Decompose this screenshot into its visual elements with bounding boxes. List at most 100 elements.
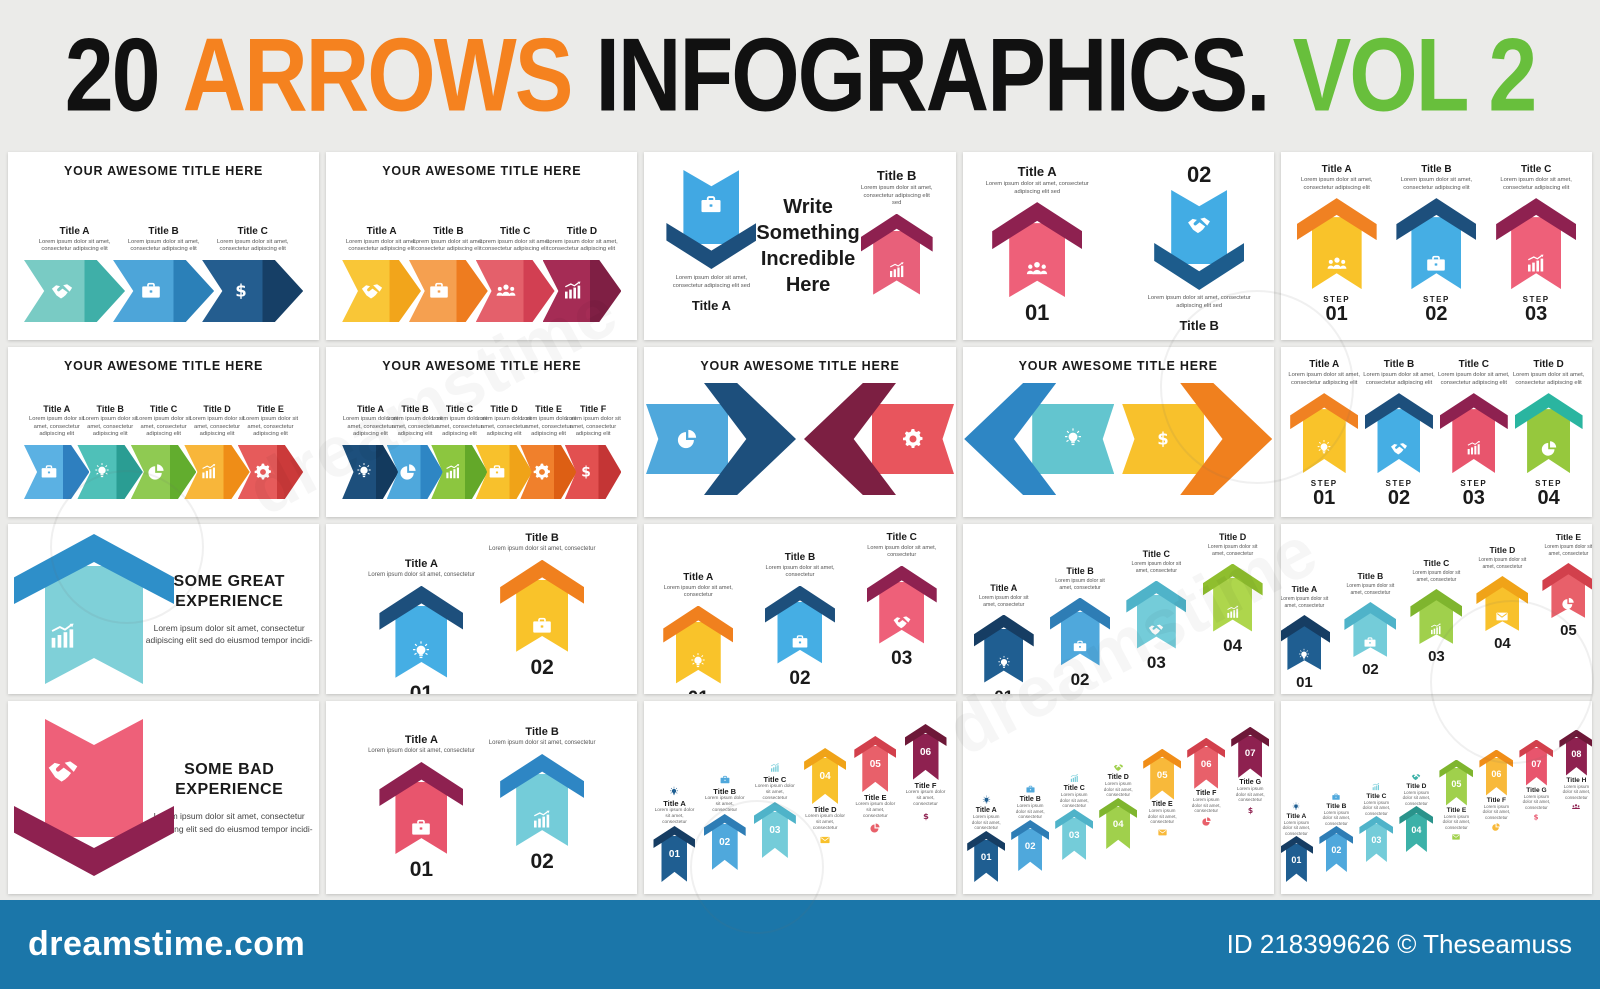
item-desc: Lorem ipsum dolor sit amet, consectetur … [672, 275, 751, 289]
up-arrow [764, 585, 835, 664]
slide-card-13: Title A Lorem ipsum dolor sit amet, cons… [644, 524, 956, 694]
arrows-row: Title A Lorem ipsum dolor sit amet, cons… [332, 180, 631, 336]
item-desc: Lorem ipsum dolor sit amet, consectetur [654, 808, 695, 826]
item-desc: Lorem ipsum dolor sit amet, consectetur [1191, 796, 1221, 814]
briefcase-icon [142, 282, 161, 298]
bulb-icon [1317, 440, 1331, 454]
slide-card-4: Title A Lorem ipsum dolor sit amet, cons… [962, 152, 1274, 340]
up-arrow [14, 534, 174, 684]
up-arrow: 02 [1319, 826, 1354, 872]
briefcase-icon [792, 634, 808, 648]
staggered-row: Title A Lorem ipsum dolor sit amet, cons… [1280, 528, 1592, 694]
envelope-icon [820, 836, 830, 844]
item-number: 03 [1146, 652, 1166, 672]
dollar-icon: $ [235, 282, 246, 301]
pennant-shape [1325, 834, 1347, 872]
envelope-icon [1452, 834, 1461, 840]
slide-title: YOUR AWESOME TITLE HERE [1018, 359, 1218, 373]
slide-card-2: YOUR AWESOME TITLE HERE Title A Lorem ip… [326, 152, 638, 340]
item-title: Title B [525, 532, 559, 544]
arrow-group: $ [1122, 383, 1273, 495]
up-arrow: 06 [1479, 749, 1514, 796]
step-number: 01 [668, 849, 681, 860]
people-icon [1572, 804, 1581, 810]
item-number: 02 [530, 655, 554, 679]
item-title: Title D [566, 225, 598, 237]
item-number: 04 [1494, 635, 1511, 652]
slide-card-19: Title A Lorem ipsum dolor sit amet, cons… [962, 701, 1274, 894]
arrow-item: Title D Lorem ipsum dolor sit amet, cons… [475, 404, 533, 499]
pennant-shape [1365, 824, 1387, 862]
staircase-item: Title C Lorem ipsum dolor sit amet, cons… [1359, 782, 1394, 862]
handshake-icon [1390, 443, 1407, 455]
step-item: Title A Lorem ipsum dolor sit amet, cons… [1287, 359, 1362, 508]
briefcase-icon [430, 282, 448, 298]
item-label-block: Title C Lorem ipsum dolor sit amet, cons… [1359, 782, 1393, 817]
up-arrow: 01 [653, 826, 696, 882]
item-title: Title E [1446, 806, 1467, 814]
item-desc: Lorem ipsum dolor sit amet, consectetur [1103, 780, 1133, 798]
arrow-group [964, 383, 1115, 495]
arrow-item: Title A Lorem ipsum dolor sit amet, cons… [342, 226, 421, 322]
up-arrow [1280, 615, 1331, 670]
staircase-item: 05 Title E Lorem ipsum dolor sit amet, co… [1143, 748, 1182, 838]
staircase-item: 05 Title E Lorem ipsum dolor sit amet, co… [853, 736, 897, 834]
item-title: Title G [1526, 786, 1547, 794]
gear-icon [903, 429, 923, 448]
item-title: Title A [1291, 584, 1318, 594]
item-label-block: Title F Lorem ipsum dolor sit amet, cons… [1187, 789, 1225, 827]
step-item: Title C Lorem ipsum dolor sit amet, cons… [1436, 359, 1511, 508]
svg-text:$: $ [1534, 813, 1539, 821]
item-title: Title B [1179, 318, 1219, 334]
item-title: Title C [1520, 164, 1552, 175]
staggered-row: Title A Lorem ipsum dolor sit amet, cons… [332, 528, 631, 694]
up-arrow [866, 565, 937, 644]
item-title: Title C [1458, 359, 1489, 370]
item-title: Title E [1151, 800, 1173, 808]
step-number: 02 [1024, 841, 1036, 852]
item-title: Title B [784, 552, 816, 563]
item-desc: Lorem ipsum dolor sit amet, consectetur … [520, 416, 577, 438]
item-desc: Lorem ipsum dolor sit amet, consectetur … [38, 238, 111, 253]
staggered-item: Title D Lorem ipsum dolor sit amet, cons… [1201, 532, 1263, 654]
item-desc: Lorem ipsum dolor sit amet, consectetur [488, 740, 596, 747]
step-number: 04 [1411, 825, 1422, 835]
up-down-pair: Title A Lorem ipsum dolor sit amet, cons… [969, 156, 1268, 336]
title-volume: VOL 2 [1292, 16, 1538, 133]
svg-text:$: $ [923, 811, 929, 821]
item-title: Title C [445, 404, 474, 415]
briefcase-icon [1073, 640, 1087, 651]
staircase-item: 05 Title E Lorem ipsum dolor sit amet, co… [1439, 759, 1474, 843]
title-infographics-word: INFOGRAPHICS. [595, 16, 1270, 133]
slide-card-10: Title A Lorem ipsum dolor sit amet, cons… [1280, 347, 1592, 517]
pennant-shape [1485, 757, 1507, 796]
up-arrow [973, 614, 1034, 683]
up-arrow [1514, 393, 1583, 474]
item-label-block: Title E Lorem ipsum dolor sit amet, cons… [1439, 806, 1473, 843]
arrow-group [804, 383, 954, 495]
slides-grid: YOUR AWESOME TITLE HERE Title A Lorem ip… [0, 150, 1600, 900]
up-arrow [1476, 576, 1529, 631]
slide-title: YOUR AWESOME TITLE HERE [382, 164, 582, 178]
up-arrow: 01 [967, 831, 1006, 882]
staircase-item: 07 Title G Lorem ipsum dolor sit amet, co… [1231, 726, 1270, 816]
item-desc: Lorem ipsum dolor sit amet, consectetur [1147, 807, 1177, 825]
item-desc: Lorem ipsum dolor sit amet, consectetur [704, 796, 745, 814]
item-title: Title B [1066, 566, 1094, 576]
item-title: Title A [975, 806, 997, 814]
up-arrow: 06 [1187, 737, 1226, 789]
step-number: 04 [819, 771, 831, 783]
chart-icon [564, 281, 581, 299]
item-desc: Lorem ipsum dolor sit amet, consectetur [867, 545, 937, 559]
step-number: 05 [1451, 778, 1462, 789]
step-number: 04 [1112, 819, 1124, 830]
item-desc: Lorem ipsum dolor sit amet, consectetur … [342, 416, 399, 438]
staircase-item: 08 Title H Lorem ipsum dolor sit amet, co… [1559, 729, 1592, 813]
up-arrow [500, 754, 585, 846]
item-desc: Lorem ipsum dolor sit amet, consectetur … [546, 238, 618, 253]
item-desc: Lorem ipsum dolor sit amet, consectetur [855, 802, 896, 820]
up-arrow [1050, 597, 1111, 666]
slide-card-7: YOUR AWESOME TITLE HERE Title A Lorem ip… [326, 347, 638, 517]
item-label-block: Title A Lorem ipsum dolor sit amet, cons… [652, 786, 696, 826]
